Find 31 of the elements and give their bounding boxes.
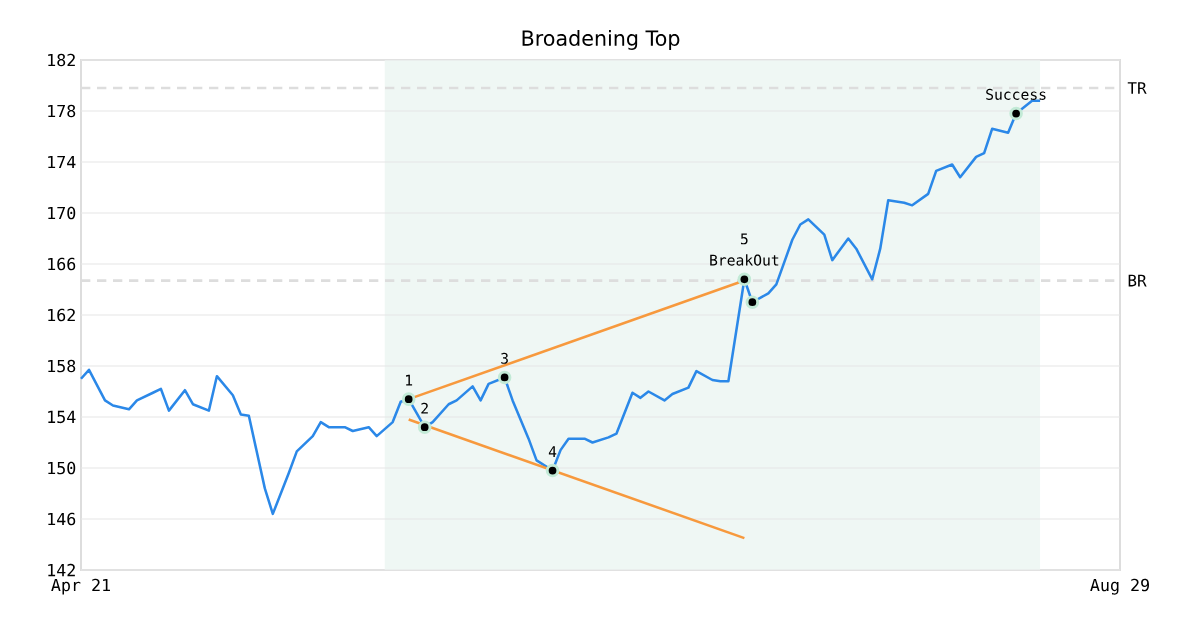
annotation: 5	[740, 233, 748, 245]
y-tick-label: 178	[48, 104, 76, 118]
point	[737, 272, 752, 287]
point	[497, 370, 512, 385]
ref-line-label: TR	[1127, 82, 1147, 94]
annotation: Success	[986, 88, 1046, 100]
y-tick-label: 142	[48, 563, 75, 577]
annotation: 2	[421, 402, 428, 414]
point	[545, 463, 560, 478]
line-series	[79, 99, 1042, 516]
point	[1009, 106, 1023, 121]
y-tick-label: 174	[48, 155, 76, 169]
point	[401, 392, 416, 406]
annotation: 1	[406, 374, 413, 386]
point	[417, 420, 432, 434]
chart-title: Broadening Top	[522, 29, 680, 50]
y-tick-label: 182	[48, 53, 75, 67]
y-tick-label: 166	[48, 257, 76, 271]
ref-line-label: BR	[1128, 274, 1147, 287]
y-tick-label: 170	[48, 206, 76, 220]
annotation: 3	[501, 352, 508, 364]
x-tick-label: Aug 29	[1090, 578, 1149, 595]
point	[745, 295, 760, 310]
y-tick-label: 146	[48, 512, 76, 526]
y-tick-label: 150	[48, 461, 76, 475]
x-tick-label: Apr 21	[51, 578, 110, 595]
y-tick-label: 158	[48, 359, 76, 373]
annotation: BreakOut	[710, 254, 779, 266]
annotation: 4	[548, 446, 557, 457]
y-tick-label: 162	[48, 308, 75, 322]
y-tick-label: 154	[48, 410, 76, 424]
